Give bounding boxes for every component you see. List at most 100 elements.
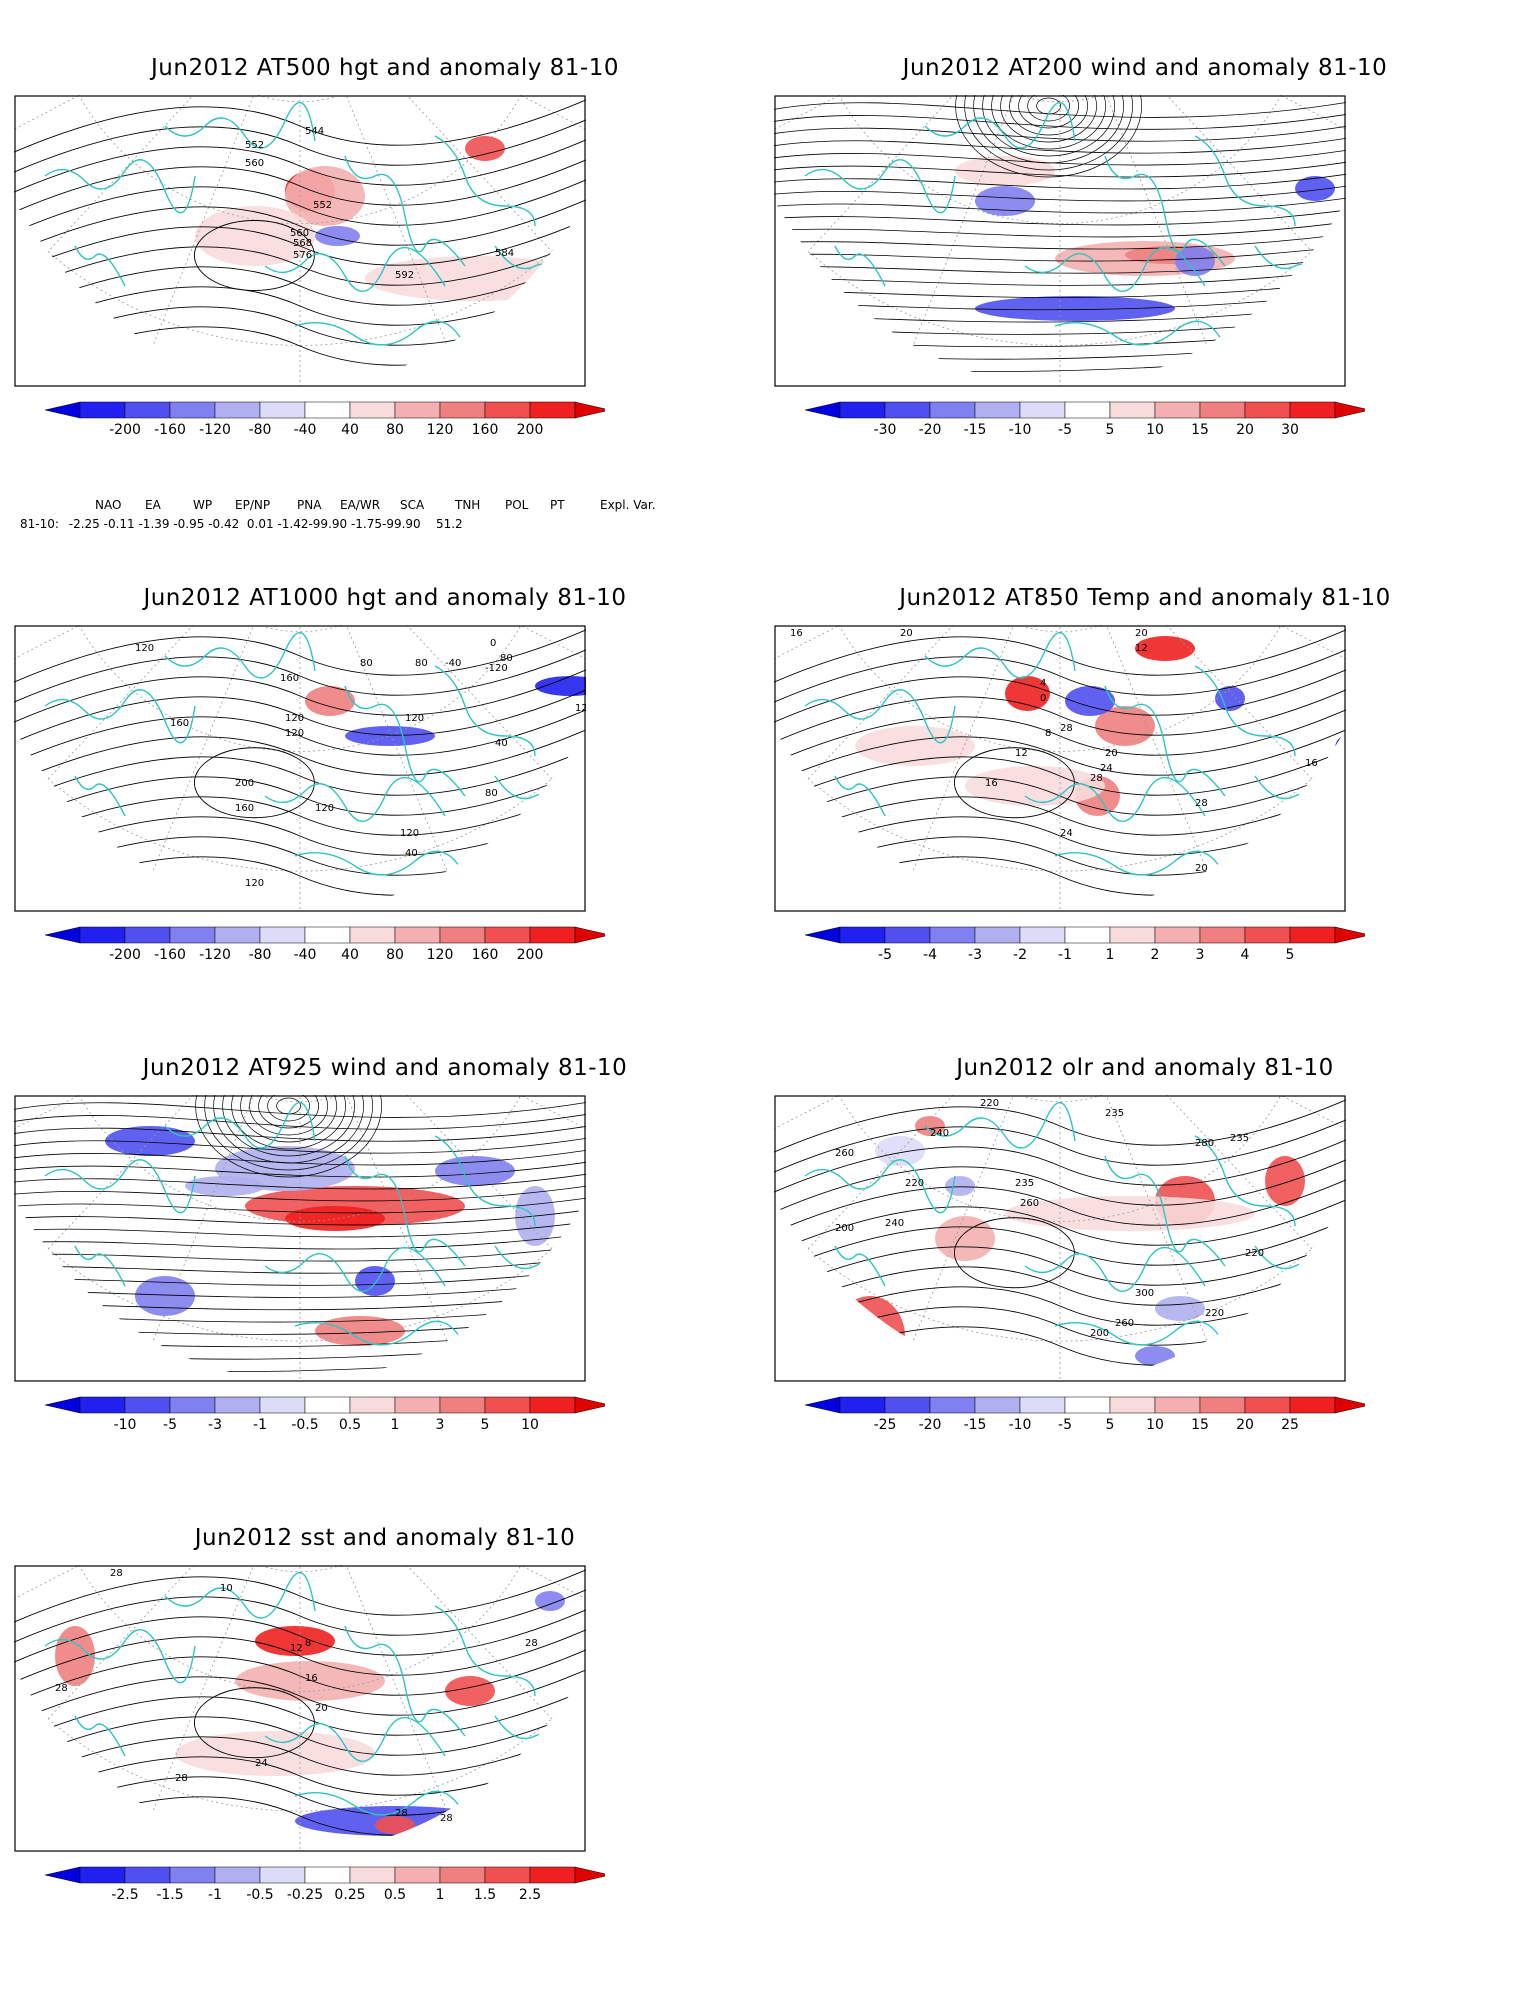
colorbar-tick-label: 10 <box>1146 1417 1164 1433</box>
contour-label: 12 <box>290 1643 303 1654</box>
contour-line <box>774 1175 1346 1237</box>
contour-line <box>774 1215 1346 1277</box>
contour-line <box>774 1095 1346 1157</box>
colorbar-swatch <box>1199 1396 1246 1414</box>
anomaly-shading <box>945 1176 975 1196</box>
colorbar-tick-label: -5 <box>878 947 892 963</box>
colorbar-swatch <box>259 401 306 419</box>
colorbar-swatch <box>169 1866 216 1884</box>
contour-line <box>774 745 1346 807</box>
anomaly-shading <box>1065 686 1115 716</box>
colorbar-tick-label: 0.5 <box>338 1417 362 1433</box>
colorbar-swatch <box>839 401 886 419</box>
panel-at200-wind: Jun2012 AT200 wind and anomaly 81-10 -30… <box>760 55 1520 555</box>
colorbar-swatch <box>79 926 126 944</box>
contour-line <box>14 1565 586 1627</box>
colorbar-tick-label: 80 <box>386 422 404 438</box>
graticule-meridian <box>884 95 1061 386</box>
contour-label: 160 <box>280 673 299 684</box>
graticule-meridian <box>124 625 301 911</box>
streamline-vortex <box>276 1097 301 1115</box>
colorbar-tick-label: 160 <box>471 947 499 963</box>
contour-label: 120 <box>405 713 424 724</box>
colorbar-swatch <box>1244 1396 1291 1414</box>
colorbar-tick-label: -1 <box>1058 947 1072 963</box>
graticule-meridian <box>299 95 476 386</box>
anomaly-shading <box>105 1126 195 1156</box>
streamline <box>774 232 1346 250</box>
colorbar-tick-label: -200 <box>109 422 141 438</box>
colorbar-swatch <box>839 926 886 944</box>
colorbar-swatch <box>1289 401 1336 419</box>
coastline <box>494 775 566 837</box>
contour-label: 560 <box>245 158 264 169</box>
colorbar: -200 -160 -120 -80 -40 40 80 120 160 200 <box>45 925 705 975</box>
contour-label: 120 <box>400 828 419 839</box>
colorbar-arrow-high <box>1334 401 1365 419</box>
contour-line <box>774 625 1346 687</box>
colorbar-tick-label: -5 <box>163 1417 177 1433</box>
contour-line <box>193 747 315 819</box>
panel-olr: Jun2012 olr and anomaly 81-10 260 240 220 2… <box>760 1055 1520 1495</box>
tele-header-7: TNH <box>455 498 481 512</box>
coastline <box>1194 135 1296 227</box>
contour-line <box>14 215 586 277</box>
contour-line <box>14 135 586 197</box>
contour-label: 160 <box>235 803 254 814</box>
colorbar-swatch <box>484 926 531 944</box>
coastline <box>74 1715 126 1757</box>
panel-title: Jun2012 sst and anomaly 81-10 <box>194 1525 576 1551</box>
anomaly-shading <box>935 1216 995 1261</box>
contour-line <box>14 785 586 847</box>
graticule-meridian <box>1059 95 1236 386</box>
colorbar-ticks: -200 -160 -120 -80 -40 40 80 120 160 200 <box>45 947 705 967</box>
panel-title: Jun2012 AT1000 hgt and anomaly 81-10 <box>143 585 627 611</box>
contour-line <box>14 155 586 217</box>
anomaly-shading <box>955 156 1055 186</box>
tele-header-9: PT <box>550 498 565 512</box>
contour-label: 160 <box>170 718 189 729</box>
contour-line <box>14 665 586 727</box>
anomaly-shading <box>195 206 315 266</box>
colorbar-arrow-high <box>574 926 605 944</box>
colorbar-tick-label: 80 <box>386 947 404 963</box>
streamline <box>774 184 1346 202</box>
colorbar-tick-label: -80 <box>248 947 272 963</box>
contour-line <box>14 95 586 157</box>
colorbar-arrow-high <box>574 1866 605 1884</box>
colorbar-arrow-high <box>574 1396 605 1414</box>
contour-label: 28 <box>55 1683 68 1694</box>
anomaly-shading <box>875 1136 925 1166</box>
panel-at1000-hgt: Jun2012 AT1000 hgt and anomaly 81-10 120… <box>0 585 760 1025</box>
colorbar-swatch <box>304 401 351 419</box>
coastline <box>804 159 956 214</box>
tele-row-values: -2.25 -0.11 -1.39 -0.95 -0.42 0.01 -1.42… <box>68 517 463 531</box>
contour-label: 300 <box>1135 1288 1154 1299</box>
streamline-vortex <box>955 95 1142 178</box>
contour-label: 584 <box>585 176 586 187</box>
colorbar-tick-label: 1 <box>1105 947 1115 963</box>
contour-line <box>774 725 1346 787</box>
colorbar-swatch <box>439 1396 486 1414</box>
coastline <box>804 689 956 744</box>
coastline <box>344 1625 466 1737</box>
contour-label: 260 <box>1020 1198 1039 1209</box>
contour-line <box>14 1645 586 1707</box>
colorbar-tick-label: -30 <box>873 422 897 438</box>
coastline <box>834 775 886 817</box>
contour-line <box>14 805 586 867</box>
panel-title: Jun2012 AT500 hgt and anomaly 81-10 <box>151 55 619 81</box>
colorbar-arrow-low <box>805 1396 841 1414</box>
colorbar-arrow-high <box>574 401 605 419</box>
colorbar-swatch <box>974 926 1021 944</box>
streamline <box>14 1100 586 1118</box>
colorbar-swatch <box>1064 1396 1111 1414</box>
tele-header-3: EP/NP <box>235 498 271 512</box>
panel-title: Jun2012 AT850 Temp and anomaly 81-10 <box>899 585 1391 611</box>
contour-line <box>14 175 586 237</box>
colorbar-tick-label: -15 <box>963 422 987 438</box>
colorbar-swatch <box>439 1866 486 1884</box>
panel-title: Jun2012 olr and anomaly 81-10 <box>956 1055 1334 1081</box>
streamline-vortex <box>1009 95 1088 136</box>
contour-label: 584 <box>495 248 514 259</box>
